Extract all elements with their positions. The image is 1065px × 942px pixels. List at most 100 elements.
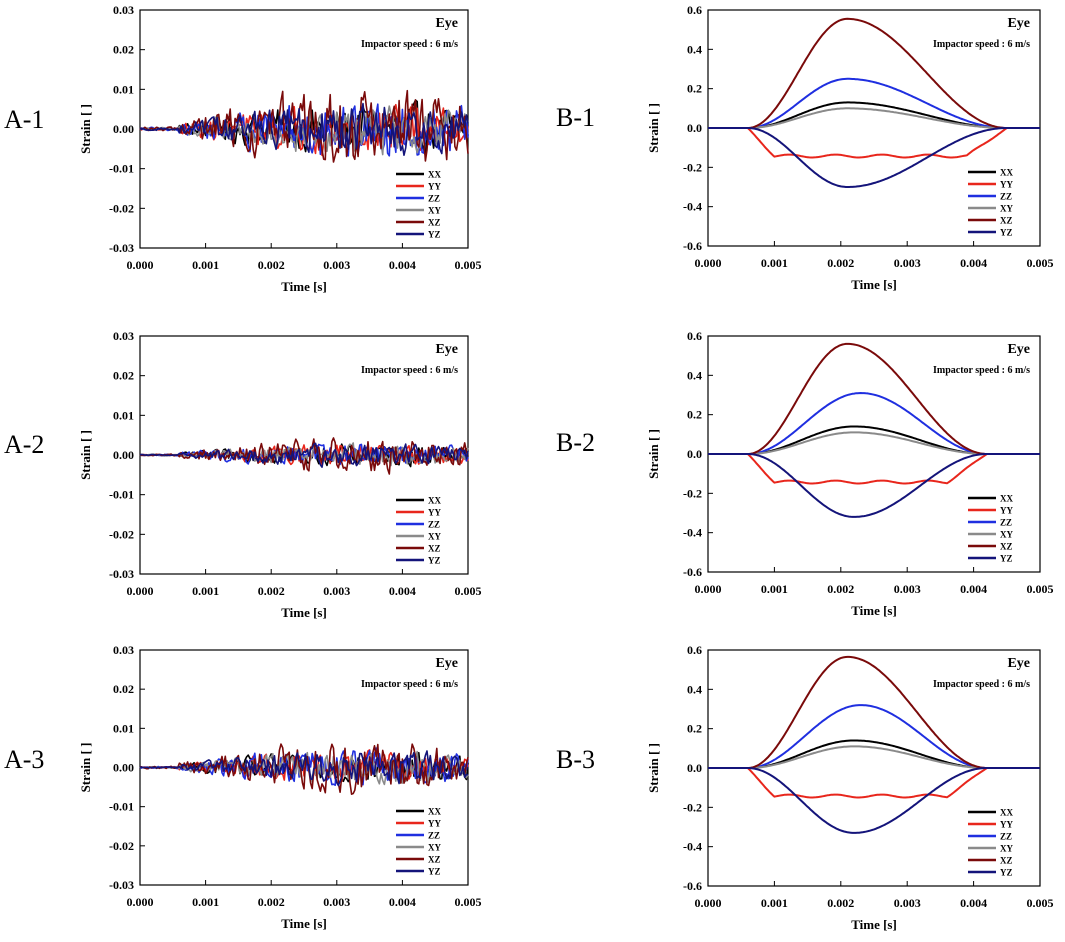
series-xz-line: [708, 17, 1040, 129]
legend-label-xy: XY: [1000, 204, 1013, 214]
chart-subtitle: Impactor speed : 6 m/s: [361, 679, 458, 690]
legend-label-zz: ZZ: [1000, 518, 1012, 528]
x-tick-label: 0.005: [455, 584, 482, 598]
series-yy-line: [708, 127, 1040, 159]
y-tick-label: -0.6: [683, 565, 702, 579]
x-tick-label: 0.001: [192, 584, 219, 598]
series-zz-line: [708, 392, 1040, 455]
chart-subtitle: Impactor speed : 6 m/s: [933, 365, 1030, 376]
y-axis-label: Strain [ ]: [646, 429, 661, 479]
x-tick-label: 0.005: [455, 258, 482, 272]
x-tick-label: 0.003: [323, 895, 350, 909]
x-tick-label: 0.003: [894, 896, 921, 910]
y-tick-label: -0.02: [109, 201, 134, 215]
panel-label-a1: A-1: [4, 105, 45, 134]
x-tick-label: 0.001: [761, 256, 788, 270]
x-tick-label: 0.002: [258, 258, 285, 272]
y-tick-label: 0.4: [687, 42, 702, 56]
series-xz-line: [708, 342, 1040, 455]
y-tick-label: 0.2: [687, 82, 702, 96]
y-tick-label: 0.01: [113, 82, 134, 96]
legend-label-yz: YZ: [1000, 554, 1013, 564]
x-axis-label: Time [s]: [851, 603, 897, 618]
legend-label-zz: ZZ: [1000, 832, 1012, 842]
y-tick-label: -0.01: [109, 800, 134, 814]
series-yz-line: [139, 750, 469, 787]
legend-label-xz: XZ: [1000, 216, 1013, 226]
legend-label-yz: YZ: [428, 230, 441, 240]
y-tick-label: 0.2: [687, 408, 702, 422]
legend-label-yy: YY: [1000, 180, 1013, 190]
y-tick-label: 0.6: [687, 643, 702, 657]
x-tick-label: 0.004: [389, 258, 416, 272]
x-tick-label: 0.000: [127, 895, 154, 909]
x-tick-label: 0.005: [1027, 582, 1054, 596]
series-yy-line: [708, 453, 1040, 485]
x-tick-label: 0.001: [761, 582, 788, 596]
y-tick-label: 0.6: [687, 3, 702, 17]
panel-label-a3: A-3: [4, 745, 45, 774]
x-axis-label: Time [s]: [281, 279, 327, 294]
x-axis-label: Time [s]: [851, 277, 897, 292]
y-tick-label: 0.02: [113, 369, 134, 383]
y-axis-label: Strain [ ]: [646, 743, 661, 793]
y-tick-label: -0.2: [683, 486, 702, 500]
series-xz-line: [708, 655, 1040, 769]
chart-subtitle: Impactor speed : 6 m/s: [361, 365, 458, 376]
panel-label-b2: B-2: [556, 428, 595, 457]
y-tick-label: 0.00: [113, 448, 134, 462]
chart-title: Eye: [435, 16, 458, 31]
panel-label-b1: B-1: [556, 103, 595, 132]
y-tick-label: 0.4: [687, 368, 702, 382]
legend-label-xx: XX: [428, 496, 441, 506]
legend-label-yy: YY: [1000, 506, 1013, 516]
x-tick-label: 0.000: [695, 896, 722, 910]
y-tick-label: -0.01: [109, 488, 134, 502]
series-yz-line: [708, 453, 1040, 518]
y-tick-label: 0.4: [687, 682, 702, 696]
y-tick-label: 0.0: [687, 447, 702, 461]
y-tick-label: 0.2: [687, 722, 702, 736]
x-tick-label: 0.003: [894, 582, 921, 596]
series-xz-line: [139, 743, 469, 795]
y-tick-label: 0.0: [687, 761, 702, 775]
legend-label-zz: ZZ: [428, 194, 440, 204]
y-axis-label: Strain [ ]: [646, 103, 661, 153]
chart-title: Eye: [435, 342, 458, 357]
y-tick-label: -0.6: [683, 879, 702, 893]
chart-b3: -0.6 -0.4 -0.2 0.0 0.2 0.4 0.6 0.000 0.001 0.002 0…: [646, 643, 1054, 932]
y-tick-label: 0.00: [113, 761, 134, 775]
legend-label-xx: XX: [1000, 494, 1013, 504]
series-xy-line: [708, 107, 1040, 129]
chart-b1: -0.6 -0.4 -0.2 0.0 0.2 0.4 0.6 0.000 0.001 0.002 0…: [646, 3, 1054, 292]
y-tick-label: -0.03: [109, 567, 134, 581]
x-tick-label: 0.002: [827, 256, 854, 270]
legend-label-xx: XX: [428, 170, 441, 180]
series-xz-line: [139, 437, 469, 475]
chart-title: Eye: [435, 656, 458, 671]
x-tick-label: 0.005: [1027, 256, 1054, 270]
y-tick-label: 0.00: [113, 122, 134, 136]
chart-a3: -0.03 -0.02 -0.01 0.00 0.01 0.02 0.03 0.000 0.00…: [78, 643, 482, 931]
legend-label-xy: XY: [1000, 530, 1013, 540]
legend-label-zz: ZZ: [428, 831, 440, 841]
legend-label-yz: YZ: [428, 867, 441, 877]
chart-b2: -0.6 -0.4 -0.2 0.0 0.2 0.4 0.6 0.000 0.001 0.002 0…: [646, 329, 1054, 618]
x-tick-label: 0.000: [127, 258, 154, 272]
legend-label-yy: YY: [1000, 820, 1013, 830]
y-tick-label: -0.4: [683, 200, 702, 214]
chart-subtitle: Impactor speed : 6 m/s: [933, 39, 1030, 50]
series-yz-line: [708, 767, 1040, 834]
legend-label-xz: XZ: [428, 855, 441, 865]
y-axis-label: Strain [ ]: [78, 104, 93, 154]
legend-label-xz: XZ: [428, 218, 441, 228]
x-tick-label: 0.001: [761, 896, 788, 910]
x-axis-label: Time [s]: [281, 605, 327, 620]
series-xy-line: [140, 105, 469, 156]
legend-label-xy: XY: [428, 532, 441, 542]
x-axis-label: Time [s]: [851, 917, 897, 932]
y-tick-label: -0.03: [109, 878, 134, 892]
y-tick-label: -0.03: [109, 241, 134, 255]
x-tick-label: 0.000: [695, 582, 722, 596]
